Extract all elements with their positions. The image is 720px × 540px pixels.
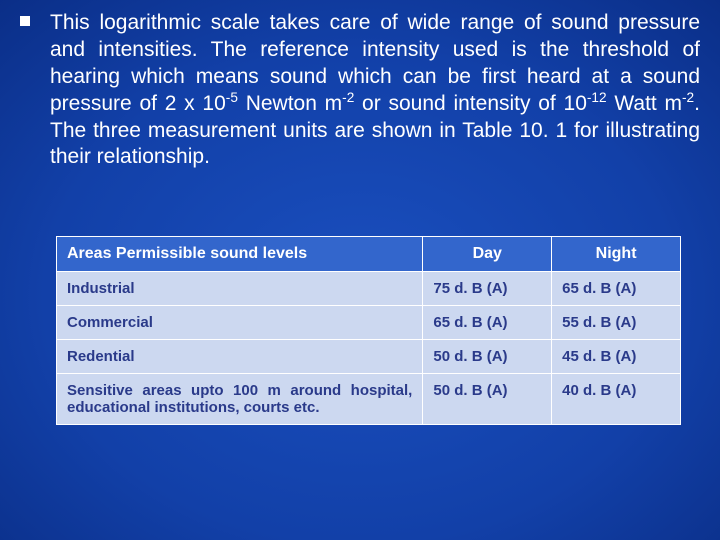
- cell-area: Industrial: [57, 272, 423, 306]
- table-row: Sensitive areas upto 100 m around hospit…: [57, 374, 681, 425]
- col-header-night: Night: [552, 237, 681, 272]
- cell-day: 50 d. B (A): [423, 374, 552, 425]
- cell-night: 40 d. B (A): [552, 374, 681, 425]
- cell-night: 55 d. B (A): [552, 306, 681, 340]
- table-header-row: Areas Permissible sound levels Day Night: [57, 237, 681, 272]
- bullet-square: [20, 16, 30, 26]
- table-row: Redential 50 d. B (A) 45 d. B (A): [57, 340, 681, 374]
- slide-paragraph: This logarithmic scale takes care of wid…: [50, 10, 700, 171]
- cell-day: 75 d. B (A): [423, 272, 552, 306]
- table-row: Commercial 65 d. B (A) 55 d. B (A): [57, 306, 681, 340]
- sound-levels-table: Areas Permissible sound levels Day Night…: [56, 236, 681, 425]
- cell-night: 45 d. B (A): [552, 340, 681, 374]
- cell-area: Sensitive areas upto 100 m around hospit…: [57, 374, 423, 425]
- col-header-day: Day: [423, 237, 552, 272]
- table-row: Industrial 75 d. B (A) 65 d. B (A): [57, 272, 681, 306]
- cell-day: 50 d. B (A): [423, 340, 552, 374]
- cell-night: 65 d. B (A): [552, 272, 681, 306]
- cell-day: 65 d. B (A): [423, 306, 552, 340]
- cell-area: Redential: [57, 340, 423, 374]
- cell-area: Commercial: [57, 306, 423, 340]
- col-header-areas: Areas Permissible sound levels: [57, 237, 423, 272]
